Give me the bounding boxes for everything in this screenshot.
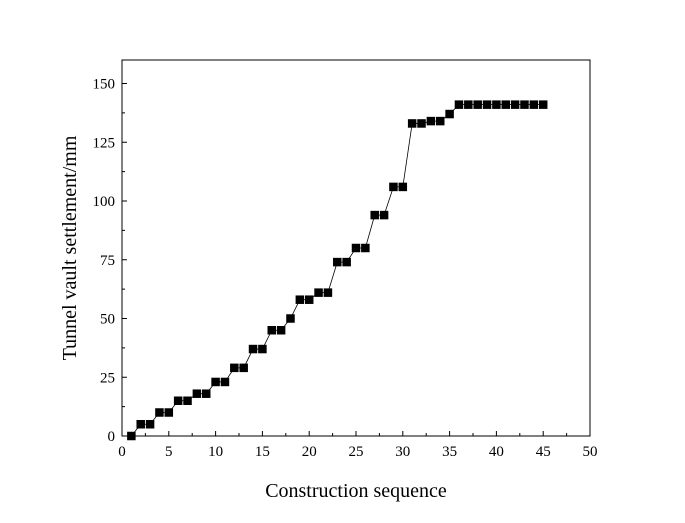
data-point bbox=[164, 408, 174, 417]
data-point bbox=[529, 100, 539, 109]
x-tick-label: 10 bbox=[208, 444, 223, 460]
x-tick-label: 30 bbox=[395, 444, 410, 460]
x-tick-label: 45 bbox=[536, 444, 551, 460]
data-point bbox=[370, 210, 379, 220]
data-points bbox=[127, 100, 548, 441]
data-point bbox=[435, 116, 445, 126]
data-point bbox=[211, 377, 220, 387]
data-point bbox=[239, 363, 248, 373]
y-tick-label: 125 bbox=[93, 135, 116, 151]
data-point bbox=[454, 100, 464, 109]
data-point bbox=[379, 210, 389, 220]
data-point bbox=[276, 326, 286, 335]
data-point bbox=[155, 408, 164, 417]
data-point bbox=[538, 100, 548, 109]
y-tick-label: 0 bbox=[108, 429, 116, 445]
data-point bbox=[510, 100, 520, 109]
data-point bbox=[426, 116, 436, 126]
data-point bbox=[501, 100, 511, 109]
x-tick-label: 0 bbox=[118, 444, 126, 460]
x-tick-label: 50 bbox=[583, 444, 598, 460]
data-point bbox=[248, 344, 258, 354]
y-tick-label: 25 bbox=[100, 370, 115, 386]
data-point bbox=[445, 109, 454, 119]
data-point bbox=[398, 182, 408, 192]
x-tick-label: 5 bbox=[165, 444, 173, 460]
x-tick-label: 40 bbox=[489, 444, 504, 460]
data-point bbox=[314, 288, 323, 297]
data-point bbox=[201, 389, 211, 398]
y-tick-label: 75 bbox=[100, 253, 115, 269]
x-tick-label: 15 bbox=[255, 444, 270, 460]
x-axis-ticks: 0 5 10 15 20 25 30 35 40 45 50 bbox=[118, 431, 598, 460]
data-point bbox=[267, 326, 277, 335]
series-line bbox=[131, 104, 544, 437]
data-point bbox=[492, 100, 501, 109]
data-point bbox=[230, 363, 239, 373]
data-point bbox=[351, 243, 361, 253]
data-point bbox=[183, 396, 192, 405]
data-point bbox=[323, 288, 333, 297]
data-point bbox=[473, 100, 482, 109]
y-axis-label: Tunnel vault settlement/mm bbox=[59, 135, 81, 360]
x-tick-label: 20 bbox=[302, 444, 317, 460]
data-point bbox=[173, 396, 183, 405]
data-point bbox=[389, 182, 398, 192]
data-point bbox=[520, 100, 529, 109]
data-point bbox=[304, 295, 314, 304]
data-point bbox=[361, 243, 370, 253]
data-point bbox=[342, 257, 351, 267]
data-point bbox=[192, 389, 202, 398]
x-tick-label: 25 bbox=[349, 444, 364, 460]
y-tick-label: 100 bbox=[93, 194, 116, 210]
data-point bbox=[407, 119, 417, 128]
y-tick-label: 150 bbox=[93, 77, 116, 93]
data-point bbox=[220, 377, 230, 387]
data-point bbox=[127, 431, 136, 441]
y-tick-label: 50 bbox=[100, 312, 115, 328]
data-point bbox=[417, 119, 426, 128]
data-point bbox=[258, 344, 267, 354]
data-point bbox=[295, 295, 305, 304]
x-axis-label: Construction sequence bbox=[265, 480, 447, 502]
data-point bbox=[136, 420, 145, 429]
x-tick-label: 35 bbox=[442, 444, 457, 460]
data-point bbox=[286, 314, 295, 323]
data-point bbox=[482, 100, 492, 109]
data-point bbox=[333, 257, 342, 267]
data-point bbox=[464, 100, 473, 109]
y-axis-ticks: 0 25 50 75 100 125 150 bbox=[93, 77, 127, 445]
data-point bbox=[145, 420, 155, 429]
